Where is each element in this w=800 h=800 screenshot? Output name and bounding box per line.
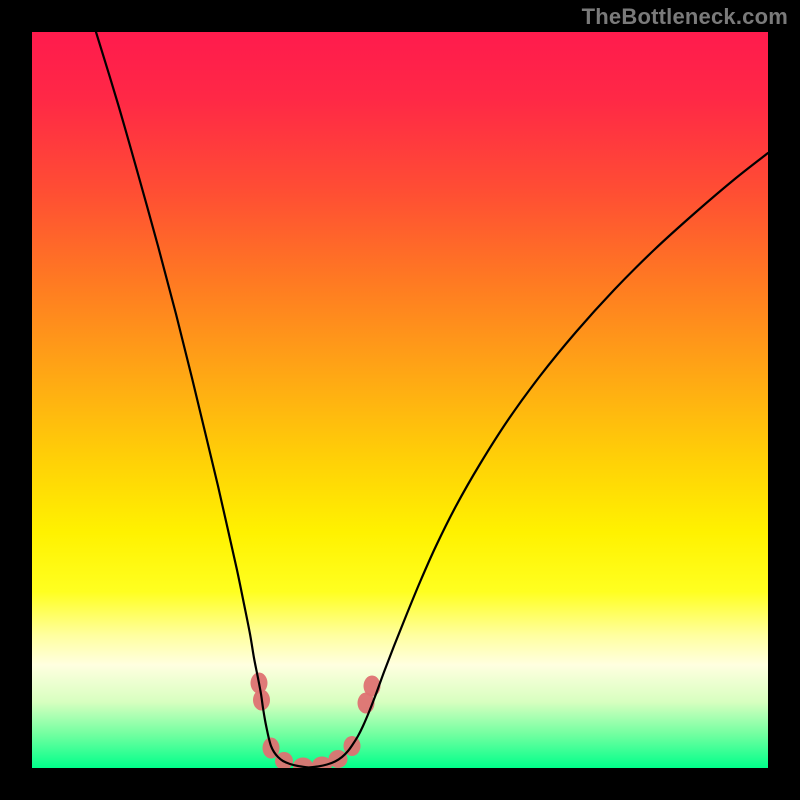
plot-area	[32, 32, 768, 768]
right-curve	[308, 153, 768, 768]
left-curve	[96, 32, 308, 768]
watermark-text: TheBottleneck.com	[582, 4, 788, 30]
chart-svg	[32, 32, 768, 768]
dip-markers-group	[251, 673, 381, 769]
chart-frame: TheBottleneck.com	[0, 0, 800, 800]
